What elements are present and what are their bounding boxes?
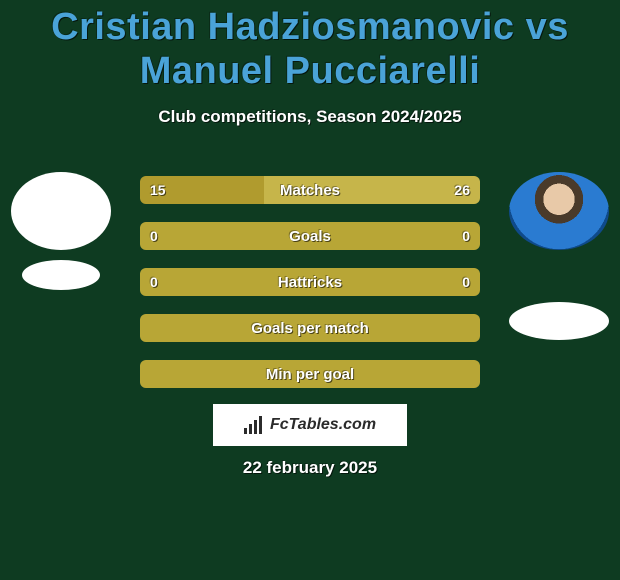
player-left-flag [22, 260, 100, 290]
date-label: 22 february 2025 [0, 458, 620, 478]
branding-icon [244, 416, 264, 434]
comparison-card: Cristian Hadziosmanovic vs Manuel Puccia… [0, 0, 620, 580]
stat-value-left: 0 [150, 268, 158, 296]
stat-label: Goals per match [140, 320, 480, 337]
stat-row: Matches1526 [140, 176, 480, 204]
branding-badge: FcTables.com [213, 404, 407, 446]
stat-row: Min per goal [140, 360, 480, 388]
stat-label: Hattricks [140, 274, 480, 291]
bar-seg-left [140, 176, 264, 204]
stat-label: Goals [140, 228, 480, 245]
stats-bars: Matches1526Goals00Hattricks00Goals per m… [140, 176, 480, 406]
player-right-flag [509, 302, 609, 340]
stat-value-right: 0 [462, 268, 470, 296]
player-right-column [504, 172, 614, 340]
stat-row: Goals per match [140, 314, 480, 342]
stat-value-right: 0 [462, 222, 470, 250]
page-title: Cristian Hadziosmanovic vs Manuel Puccia… [0, 0, 620, 93]
stat-row: Goals0 0 [140, 222, 480, 250]
stat-row: Hattricks0 0 [140, 268, 480, 296]
stat-value-left: 0 [150, 222, 158, 250]
player-right-avatar [509, 172, 609, 250]
stat-label: Min per goal [140, 366, 480, 383]
subtitle: Club competitions, Season 2024/2025 [0, 107, 620, 127]
player-left-avatar [11, 172, 111, 250]
player-left-column [6, 172, 116, 290]
bar-seg-right [264, 176, 480, 204]
branding-text: FcTables.com [270, 416, 376, 434]
